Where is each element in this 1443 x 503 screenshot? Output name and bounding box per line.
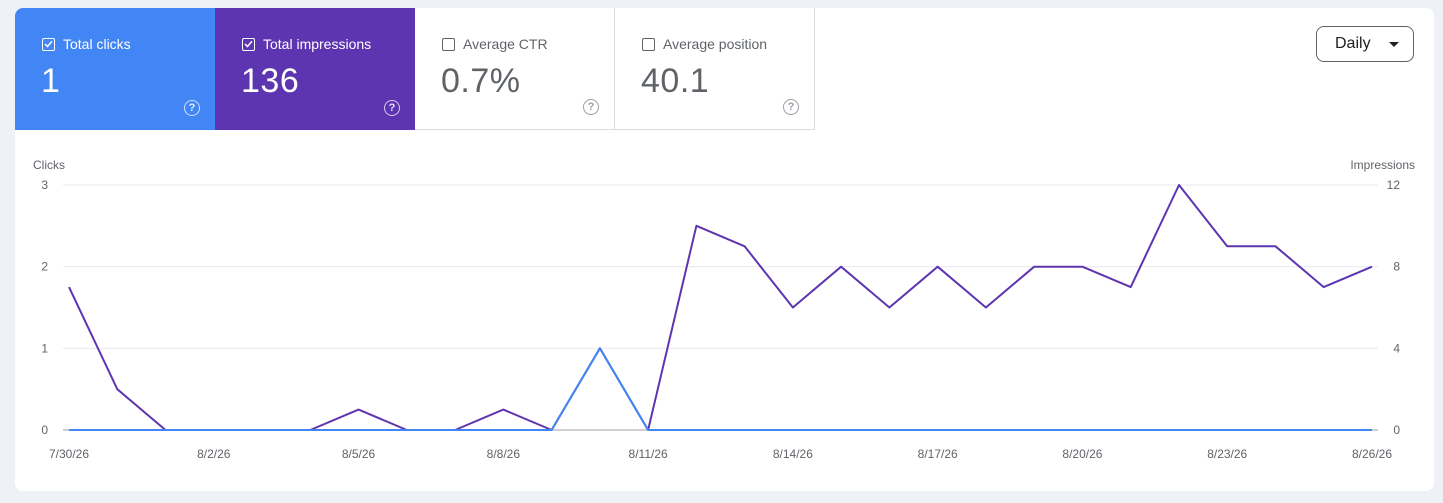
metric-tile-total-clicks[interactable]: Total clicks 1 ? [15, 8, 215, 130]
x-tick-label: 8/2/26 [197, 447, 231, 461]
metric-label: Average position [663, 36, 768, 52]
help-icon[interactable]: ? [384, 100, 400, 116]
granularity-dropdown[interactable]: Daily [1316, 26, 1414, 62]
x-tick-label: 8/11/26 [629, 447, 668, 461]
metric-tile-total-impressions[interactable]: Total impressions 136 ? [215, 8, 415, 130]
metric-tiles: Total clicks 1 ? Total impressions 136 ?… [15, 8, 815, 130]
metric-header: Average position [642, 36, 767, 52]
metric-label: Average CTR [463, 36, 548, 52]
metric-tile-average-position[interactable]: Average position 40.1 ? [615, 8, 815, 130]
y-left-tick-label: 2 [41, 260, 48, 274]
x-tick-label: 8/23/26 [1207, 447, 1247, 461]
help-icon[interactable]: ? [184, 100, 200, 116]
series-line-impressions [68, 184, 1373, 431]
metric-value: 0.7% [441, 62, 521, 100]
metric-label: Total impressions [263, 36, 372, 52]
metric-label: Total clicks [63, 36, 131, 52]
metric-value: 1 [41, 62, 61, 100]
checkbox-checked-icon[interactable] [42, 37, 55, 51]
metric-value: 40.1 [641, 62, 710, 100]
metric-value: 136 [241, 62, 300, 100]
y-right-axis-title: Impressions [1350, 158, 1415, 172]
series-line-clicks [69, 347, 1372, 431]
metric-header: Total clicks [42, 36, 131, 52]
checkbox-unchecked-icon[interactable] [642, 37, 655, 51]
x-tick-label: 8/26/26 [1352, 447, 1392, 461]
checkbox-checked-icon[interactable] [242, 37, 255, 51]
y-left-tick-label: 1 [41, 341, 48, 355]
metric-header: Total impressions [242, 36, 371, 52]
y-right-tick-label: 4 [1393, 341, 1400, 355]
x-tick-label: 8/5/26 [342, 447, 376, 461]
checkbox-unchecked-icon[interactable] [442, 37, 455, 51]
y-left-tick-label: 0 [41, 423, 48, 437]
y-right-tick-label: 12 [1387, 178, 1401, 192]
x-tick-label: 8/8/26 [487, 447, 521, 461]
metric-header: Average CTR [442, 36, 548, 52]
x-tick-label: 8/17/26 [918, 447, 958, 461]
granularity-selected: Daily [1335, 35, 1371, 52]
help-icon[interactable]: ? [783, 99, 799, 115]
y-right-tick-label: 8 [1393, 260, 1400, 274]
help-icon[interactable]: ? [583, 99, 599, 115]
y-left-axis-title: Clicks [33, 158, 65, 172]
performance-card: Total clicks 1 ? Total impressions 136 ?… [15, 8, 1434, 491]
x-tick-label: 8/14/26 [773, 447, 813, 461]
y-right-tick-label: 0 [1393, 423, 1400, 437]
x-tick-label: 8/20/26 [1062, 447, 1102, 461]
x-tick-label: 7/30/26 [49, 447, 89, 461]
dropdown-arrow-icon [1389, 42, 1399, 47]
y-left-tick-label: 3 [41, 178, 48, 192]
metric-tile-average-ctr[interactable]: Average CTR 0.7% ? [415, 8, 615, 130]
